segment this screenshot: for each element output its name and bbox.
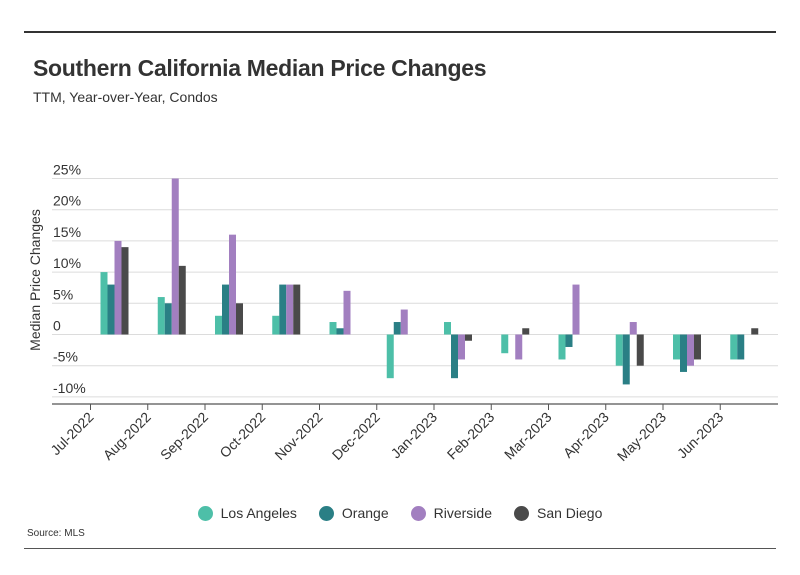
legend-label: Orange bbox=[341, 505, 389, 521]
y-tick-label: 10% bbox=[53, 255, 81, 271]
legend-label: Riverside bbox=[433, 505, 492, 521]
bar-san-diego bbox=[293, 284, 301, 335]
bar-san-diego bbox=[236, 303, 243, 335]
bar-riverside bbox=[629, 322, 637, 335]
legend-item-los-angeles: Los Angeles bbox=[197, 505, 297, 521]
y-tick-label: 0 bbox=[53, 318, 61, 334]
bar-los-angeles bbox=[444, 322, 451, 335]
bar-riverside bbox=[458, 334, 465, 360]
bar-los-angeles bbox=[215, 315, 222, 335]
bar-orange bbox=[222, 284, 229, 335]
x-tick-label: Jun-2023 bbox=[674, 409, 727, 462]
legend-swatch bbox=[318, 505, 334, 521]
bar-los-angeles bbox=[157, 297, 165, 335]
bar-san-diego bbox=[694, 334, 701, 360]
x-tick-label: Sep-2022 bbox=[157, 409, 211, 463]
x-tick-label: Feb-2023 bbox=[444, 409, 498, 463]
x-tick-label: Dec-2022 bbox=[329, 409, 383, 463]
legend-item-riverside: Riverside bbox=[410, 505, 492, 521]
bar-san-diego bbox=[465, 334, 472, 341]
chart-title: Southern California Median Price Changes bbox=[33, 55, 487, 81]
y-tick-label: 25% bbox=[53, 162, 81, 178]
x-tick-label: Jan-2023 bbox=[388, 409, 441, 462]
bar-los-angeles bbox=[558, 334, 566, 360]
bar-san-diego bbox=[121, 247, 129, 335]
x-tick-label: Apr-2023 bbox=[560, 409, 612, 461]
x-tick-label: Nov-2022 bbox=[271, 409, 325, 463]
bar-orange bbox=[279, 284, 287, 335]
bar-los-angeles bbox=[615, 334, 623, 366]
x-tick-label: Jul-2022 bbox=[47, 409, 96, 458]
x-tick-label: Aug-2022 bbox=[100, 409, 154, 463]
bar-riverside bbox=[171, 178, 179, 335]
bar-orange bbox=[164, 303, 172, 335]
y-tick-label: -5% bbox=[53, 349, 78, 365]
bar-san-diego bbox=[751, 328, 759, 335]
bar-los-angeles bbox=[100, 272, 108, 335]
bar-los-angeles bbox=[730, 334, 738, 360]
bar-riverside bbox=[687, 334, 694, 366]
bar-san-diego bbox=[178, 265, 186, 335]
source-note: Source: MLS bbox=[27, 528, 85, 539]
bar-orange bbox=[451, 334, 458, 379]
bar-orange bbox=[622, 334, 630, 385]
bar-san-diego bbox=[636, 334, 644, 366]
legend-swatch bbox=[410, 505, 426, 521]
bottom-rule bbox=[24, 548, 776, 549]
legend-item-orange: Orange bbox=[318, 505, 389, 521]
bar-riverside bbox=[229, 234, 236, 335]
top-rule bbox=[24, 31, 776, 33]
bar-los-angeles bbox=[386, 334, 394, 379]
legend-label: Los Angeles bbox=[220, 505, 297, 521]
x-tick-label: May-2023 bbox=[614, 409, 669, 464]
bar-riverside bbox=[400, 309, 408, 335]
y-axis-title: Median Price Changes bbox=[27, 209, 43, 351]
bar-los-angeles bbox=[329, 322, 337, 335]
bar-orange bbox=[107, 284, 115, 335]
chart-subtitle: TTM, Year-over-Year, Condos bbox=[33, 89, 218, 105]
bar-chart: -10% -5% 0 5% 10% 15% 20% 25% Jul-2022 Aug-2022 Se… bbox=[27, 162, 778, 464]
y-tick-label: 5% bbox=[53, 286, 73, 302]
bar-riverside bbox=[286, 284, 294, 335]
legend-swatch bbox=[513, 505, 529, 521]
y-tick-label: 20% bbox=[53, 193, 81, 209]
bar-riverside bbox=[572, 284, 580, 335]
legend-label: San Diego bbox=[536, 505, 603, 521]
bar-riverside bbox=[515, 334, 523, 360]
bar-los-angeles bbox=[501, 334, 509, 354]
x-tick-label: Oct-2022 bbox=[216, 409, 268, 461]
x-tick-label: Mar-2023 bbox=[501, 409, 555, 463]
legend-swatch bbox=[197, 505, 213, 521]
bar-los-angeles bbox=[272, 315, 280, 335]
bar-orange bbox=[737, 334, 745, 360]
y-tick-label: 15% bbox=[53, 224, 81, 240]
chart-legend: Los Angeles Orange Riverside San Diego bbox=[0, 501, 800, 525]
bar-orange bbox=[565, 334, 573, 347]
bar-riverside bbox=[343, 290, 351, 335]
bar-los-angeles bbox=[673, 334, 680, 360]
bar-orange bbox=[393, 322, 401, 335]
bar-orange bbox=[680, 334, 687, 372]
bar-orange bbox=[336, 328, 344, 335]
y-tick-label: -10% bbox=[53, 380, 86, 396]
bar-san-diego bbox=[522, 328, 530, 335]
legend-item-san-diego: San Diego bbox=[513, 505, 603, 521]
bar-riverside bbox=[114, 240, 122, 335]
